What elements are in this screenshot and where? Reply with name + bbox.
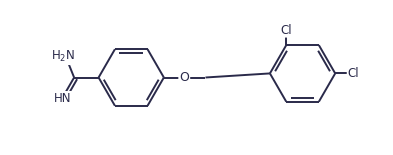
Text: O: O: [179, 71, 189, 84]
Text: H$_2$N: H$_2$N: [51, 49, 75, 64]
Text: Cl: Cl: [347, 67, 359, 80]
Text: Cl: Cl: [281, 24, 292, 37]
Text: HN: HN: [54, 92, 72, 105]
